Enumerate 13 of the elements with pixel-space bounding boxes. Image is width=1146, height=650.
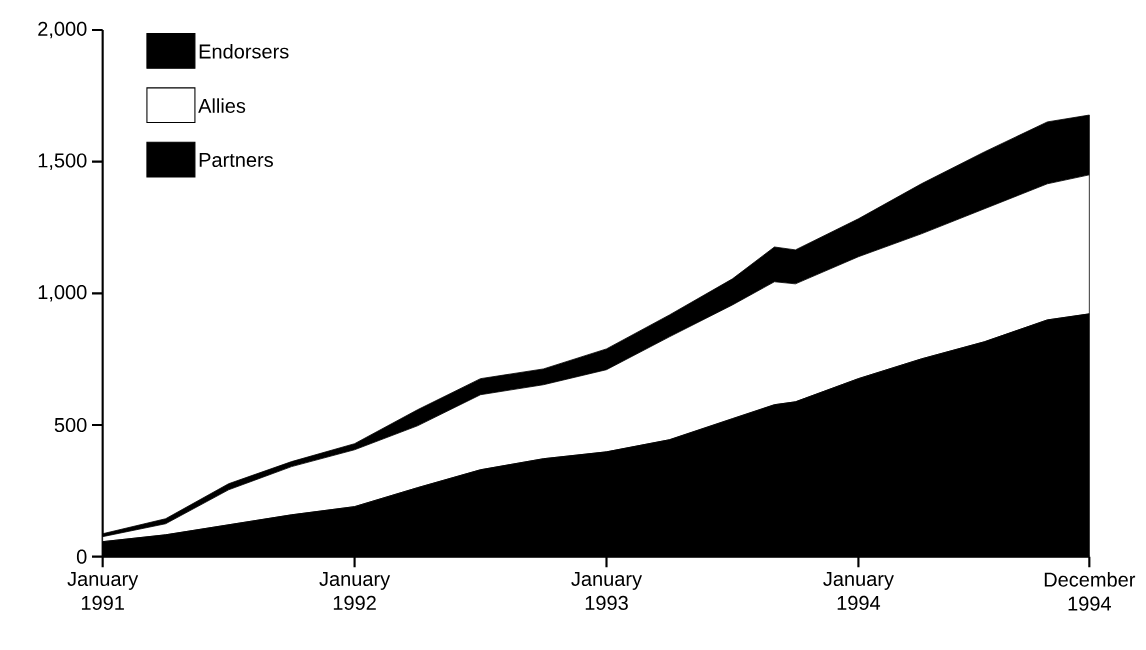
x-tick-label: January 1992 bbox=[319, 572, 391, 610]
y-tick-label: 0 bbox=[76, 549, 87, 564]
y-tick-label: 500 bbox=[54, 417, 87, 433]
legend-label: Endorsers bbox=[199, 43, 289, 59]
y-tick-label: 2,000 bbox=[38, 21, 87, 39]
x-tick-label: January 1994 bbox=[823, 572, 894, 610]
legend-label: Allies bbox=[198, 98, 246, 113]
legend-label: Partners bbox=[199, 153, 273, 167]
y-tick-label: 1,000 bbox=[38, 285, 87, 302]
x-tick-label: January 1993 bbox=[571, 572, 643, 610]
x-tick-label: December 1994 bbox=[1044, 572, 1136, 611]
x-tick-label: January 1991 bbox=[67, 572, 139, 610]
y-tick-label: 1,500 bbox=[38, 153, 87, 170]
